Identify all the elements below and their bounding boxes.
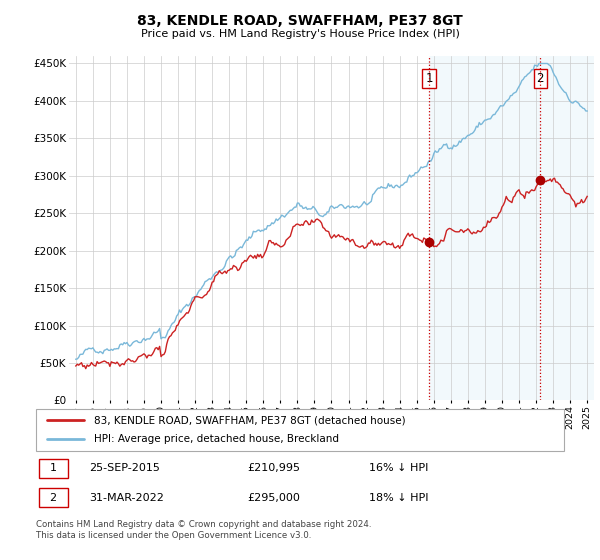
Bar [429, 56, 596, 400]
Text: 18% ↓ HPI: 18% ↓ HPI [368, 493, 428, 503]
Text: £295,000: £295,000 [247, 493, 300, 503]
Text: HPI: Average price, detached house, Breckland: HPI: Average price, detached house, Brec… [94, 435, 339, 445]
Text: 16% ↓ HPI: 16% ↓ HPI [368, 463, 428, 473]
Text: 1: 1 [50, 463, 56, 473]
Text: 83, KENDLE ROAD, SWAFFHAM, PE37 8GT: 83, KENDLE ROAD, SWAFFHAM, PE37 8GT [137, 14, 463, 28]
FancyBboxPatch shape [36, 409, 564, 451]
Text: 31-MAR-2022: 31-MAR-2022 [89, 493, 164, 503]
Text: Contains HM Land Registry data © Crown copyright and database right 2024.
This d: Contains HM Land Registry data © Crown c… [36, 520, 371, 540]
Text: 25-SEP-2015: 25-SEP-2015 [89, 463, 160, 473]
Text: 2: 2 [50, 493, 57, 503]
Text: 83, KENDLE ROAD, SWAFFHAM, PE37 8GT (detached house): 83, KENDLE ROAD, SWAFFHAM, PE37 8GT (det… [94, 415, 406, 425]
FancyBboxPatch shape [38, 488, 68, 507]
Text: 1: 1 [425, 72, 433, 85]
Text: 2: 2 [536, 72, 544, 85]
Text: Price paid vs. HM Land Registry's House Price Index (HPI): Price paid vs. HM Land Registry's House … [140, 29, 460, 39]
Text: £210,995: £210,995 [247, 463, 300, 473]
FancyBboxPatch shape [38, 459, 68, 478]
